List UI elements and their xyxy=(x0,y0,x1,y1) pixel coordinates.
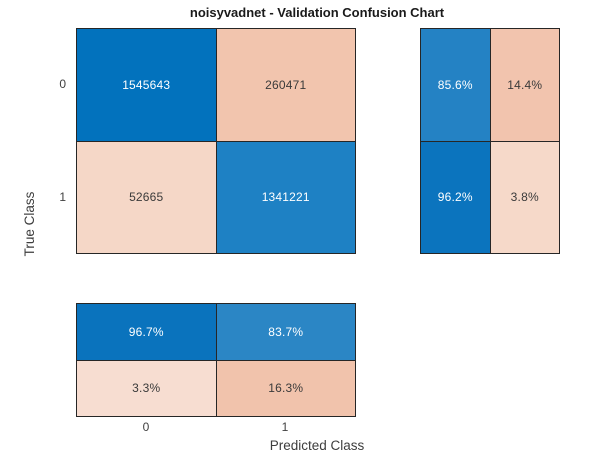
col-summary-cell-0-0: 96.7% xyxy=(77,304,216,360)
matrix-cell-1-0: 52665 xyxy=(77,141,216,253)
col-summary-cell-0-1: 83.7% xyxy=(216,304,355,360)
y-tick-0: 0 xyxy=(59,77,66,91)
x-axis-label: Predicted Class xyxy=(269,438,365,453)
col-summary-cell-1-0: 3.3% xyxy=(77,360,216,416)
matrix-cell-1-1: 1341221 xyxy=(216,141,355,253)
row-summary-cell-0-0: 85.6% xyxy=(421,29,490,141)
y-axis-label: True Class xyxy=(22,191,37,257)
matrix-cell-0-0: 1545643 xyxy=(77,29,216,141)
x-tick-1: 1 xyxy=(281,420,289,434)
matrix-cell-0-1: 260471 xyxy=(216,29,355,141)
row-summary-panel: 85.6% 14.4% 96.2% 3.8% xyxy=(420,28,560,254)
x-tick-0: 0 xyxy=(142,420,150,434)
column-summary-panel: 96.7% 83.7% 3.3% 16.3% xyxy=(76,303,356,417)
col-summary-cell-1-1: 16.3% xyxy=(216,360,355,416)
chart-title: noisyvadnet - Validation Confusion Chart xyxy=(189,5,445,20)
row-summary-cell-1-1: 3.8% xyxy=(490,141,559,253)
row-summary-cell-0-1: 14.4% xyxy=(490,29,559,141)
row-summary-cell-1-0: 96.2% xyxy=(421,141,490,253)
y-tick-1: 1 xyxy=(59,190,66,204)
confusion-matrix-panel: 1545643 260471 52665 1341221 xyxy=(76,28,356,254)
